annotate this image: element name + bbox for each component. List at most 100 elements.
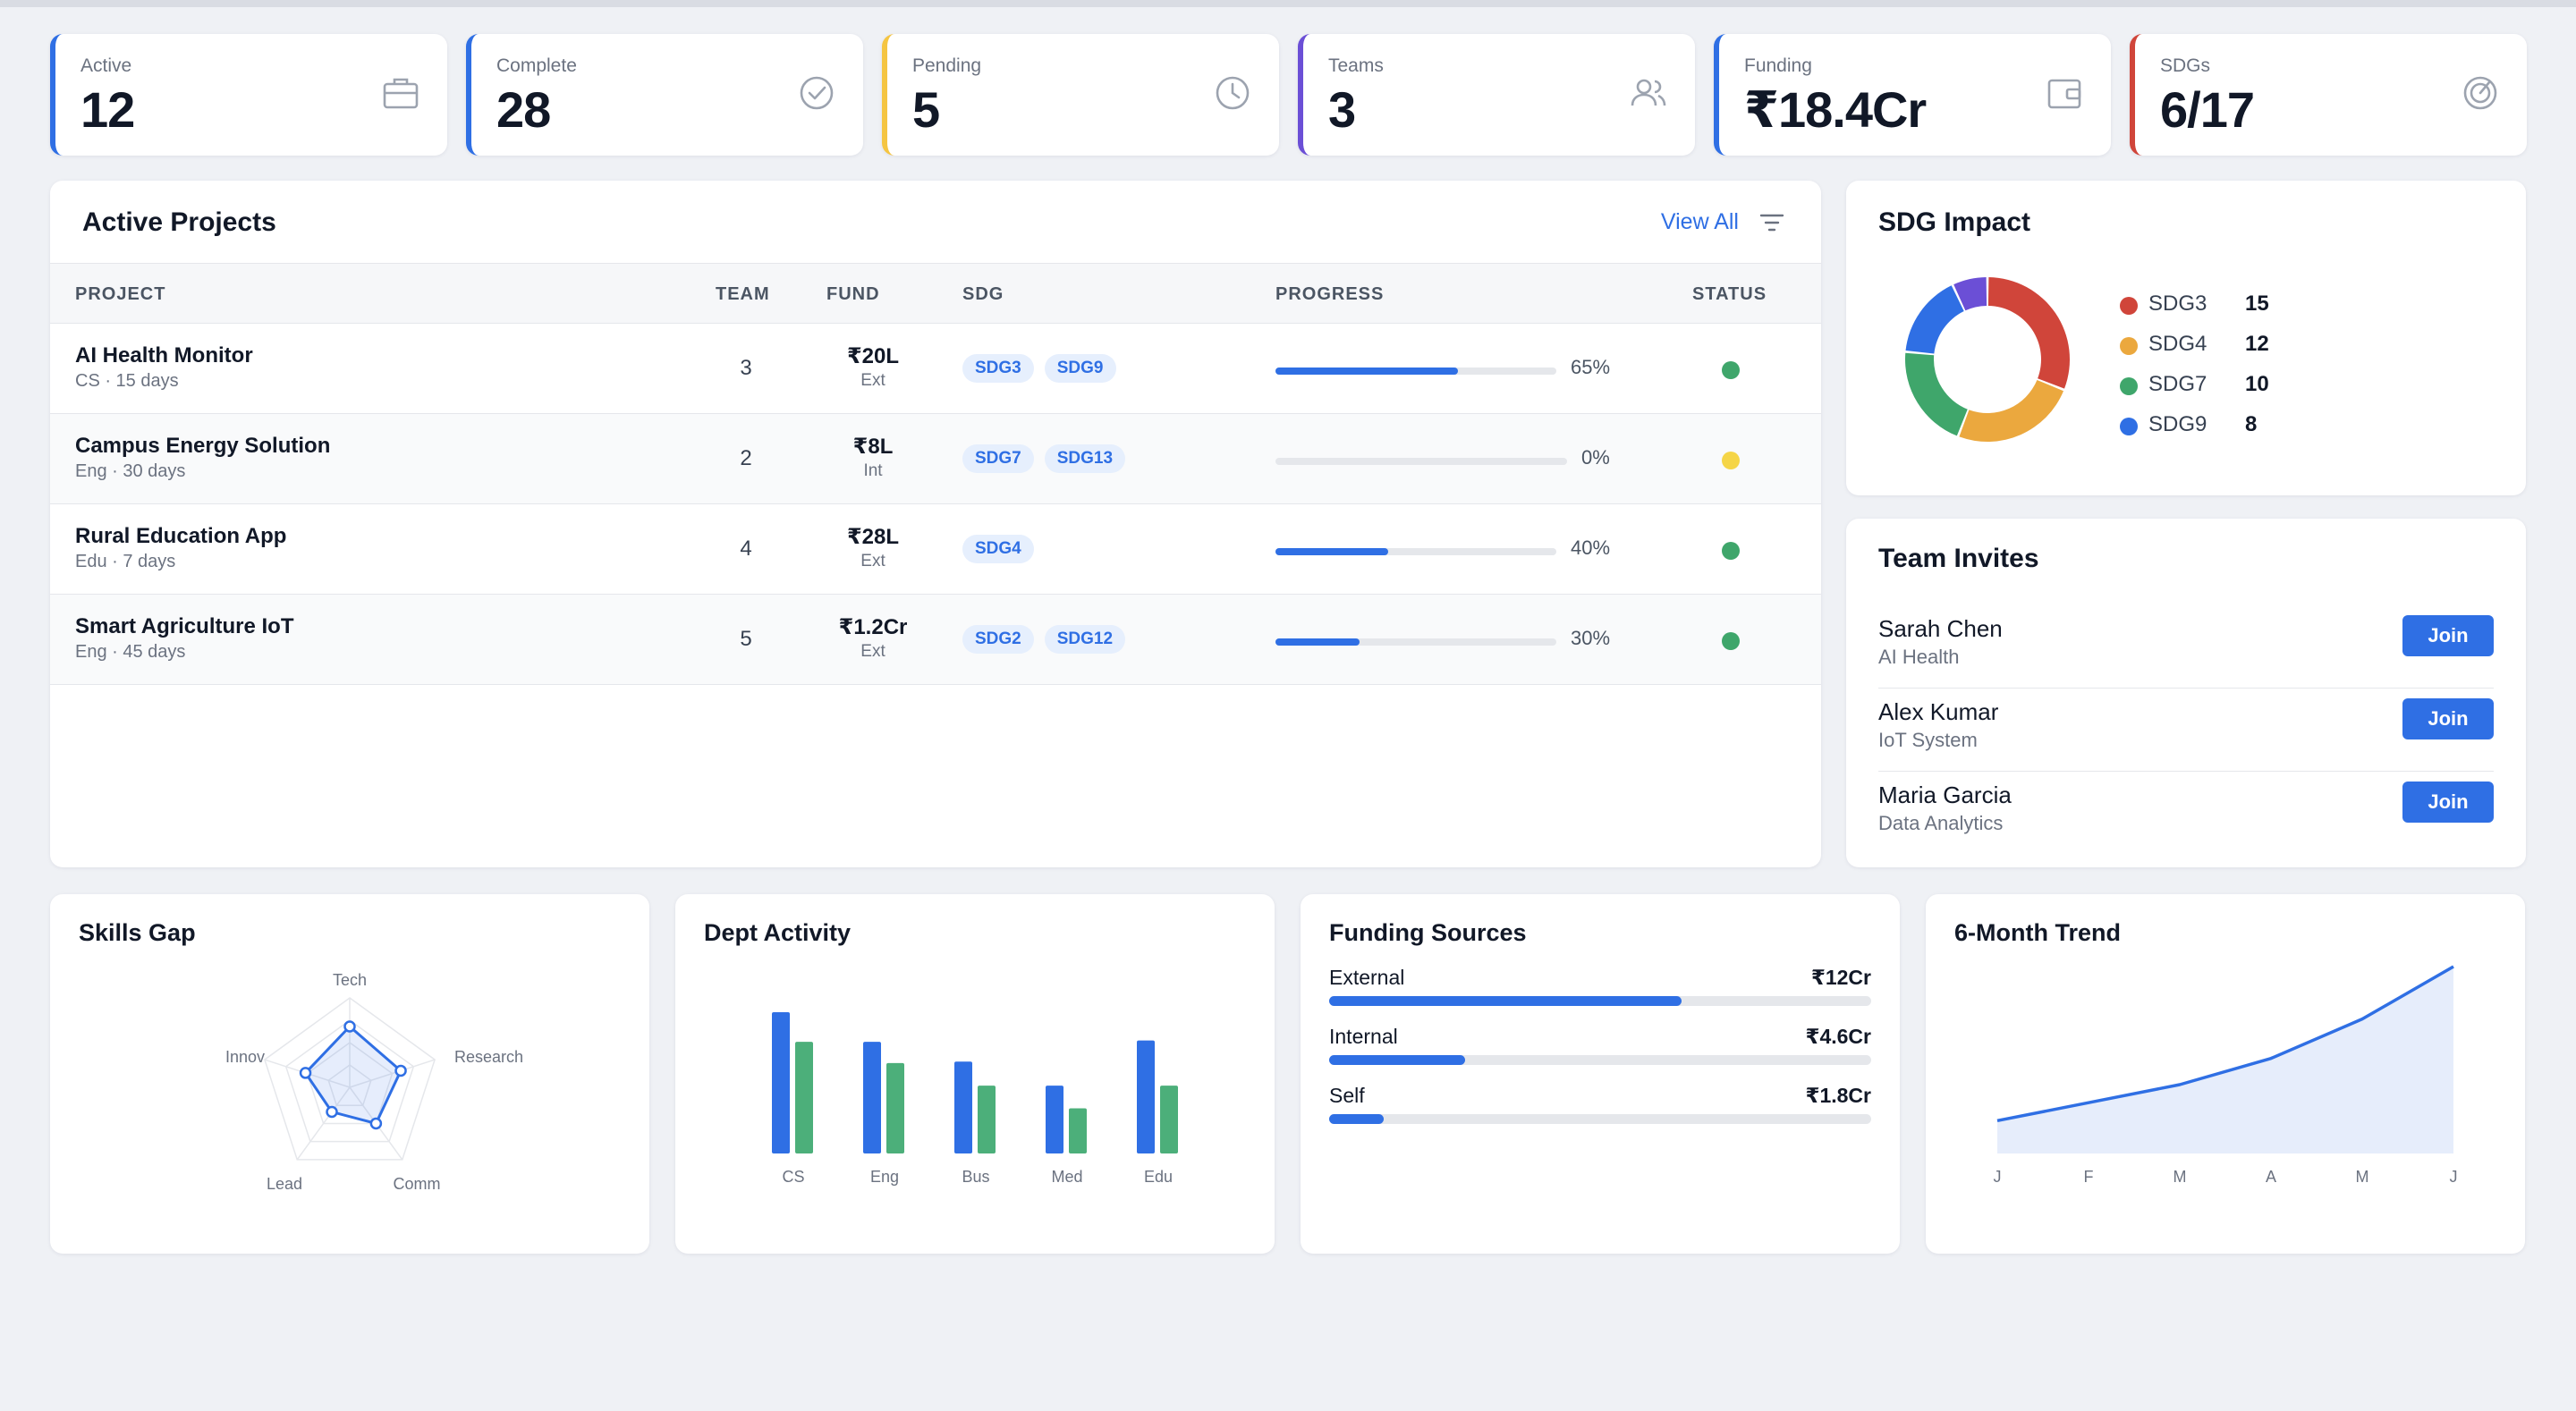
progress-bar	[1275, 458, 1567, 465]
skills-gap-card: Skills Gap Tech Research Comm Lead Innov	[50, 894, 649, 1254]
radar-grid	[284, 1019, 415, 1143]
sdg-tag[interactable]: SDG4	[962, 535, 1034, 563]
x-tick-label: M	[2174, 1168, 2187, 1186]
fund-amount: ₹8L	[852, 435, 894, 459]
table-row[interactable]: Smart Agriculture IoT Eng · 45 days 5 ₹1.2C…	[50, 595, 1821, 685]
table-row[interactable]: Rural Education App Edu · 7 days 4 ₹28L Ext S…	[50, 504, 1821, 595]
trend-title: 6-Month Trend	[1954, 919, 2121, 946]
x-tick-label: J	[1994, 1168, 2002, 1186]
radar-point[interactable]	[343, 1020, 356, 1033]
legend-item: SDG3 15	[2120, 288, 2299, 328]
radar-point[interactable]	[326, 1105, 338, 1119]
stat-card-active: Active 12	[50, 34, 447, 156]
stat-value: 28	[496, 81, 551, 138]
top-divider	[0, 0, 2576, 7]
sdg-legend: SDG3 15 SDG4 12 SDG7 10 SDG9 8	[2120, 288, 2299, 449]
progress-fill	[1275, 638, 1360, 646]
column-header-fund[interactable]: FUND	[826, 284, 880, 304]
x-tick-label: F	[2084, 1168, 2094, 1186]
join-button[interactable]: Join	[2402, 615, 2494, 656]
legend-label: SDG9	[2148, 412, 2207, 436]
radar-point[interactable]	[369, 1117, 383, 1130]
sdg-tag[interactable]: SDG7	[962, 444, 1034, 473]
bar[interactable]	[772, 1012, 790, 1153]
radar-axis-label: Lead	[267, 1175, 302, 1193]
radar-point[interactable]	[394, 1064, 407, 1077]
radar-grid	[264, 997, 436, 1161]
legend-item: SDG4 12	[2120, 328, 2299, 368]
funding-source-bar	[1329, 996, 1871, 1006]
column-header-progress[interactable]: PROGRESS	[1275, 284, 1385, 304]
table-row[interactable]: Campus Energy Solution Eng · 30 days 2 ₹8L I…	[50, 414, 1821, 504]
bar[interactable]	[886, 1062, 904, 1153]
project-name[interactable]: Rural Education App	[75, 524, 287, 548]
stat-value: 3	[1328, 81, 1356, 138]
sdg-tag[interactable]: SDG3	[962, 354, 1034, 383]
radar-point[interactable]	[299, 1067, 312, 1079]
legend-swatch	[2120, 377, 2138, 395]
bar[interactable]	[795, 1042, 813, 1153]
progress-bar	[1275, 548, 1556, 555]
join-button[interactable]: Join	[2402, 782, 2494, 823]
donut-slice[interactable]	[1905, 352, 1968, 436]
team-count: 4	[740, 537, 752, 561]
team-count: 3	[740, 356, 752, 380]
legend-label: SDG3	[2148, 291, 2207, 316]
bar[interactable]	[954, 1061, 972, 1153]
bar[interactable]	[1046, 1086, 1063, 1153]
sdg-tag[interactable]: SDG9	[1044, 354, 1116, 383]
sdg-tags: SDG7 SDG13	[962, 444, 1126, 473]
donut-slice[interactable]	[1987, 277, 2070, 389]
progress-percent: 65%	[1571, 356, 1611, 378]
invite-item: Alex Kumar IoT System Join	[1878, 689, 2494, 772]
team-invites-card: Team Invites Sarah Chen AI Health Join Alex…	[1846, 519, 2526, 867]
funding-source-item: Internal ₹4.6Cr	[1329, 1025, 1871, 1078]
stat-label: Teams	[1328, 55, 1384, 76]
view-all-link[interactable]: View All	[1660, 209, 1739, 234]
progress-percent: 0%	[1581, 446, 1610, 469]
column-header-sdg[interactable]: SDG	[962, 284, 1004, 304]
invite-name: Sarah Chen	[1878, 615, 2003, 642]
column-header-team[interactable]: TEAM	[716, 284, 770, 304]
funding-source-fill	[1329, 996, 1682, 1006]
bar[interactable]	[1160, 1086, 1178, 1153]
bar[interactable]	[978, 1086, 996, 1153]
users-icon	[1627, 72, 1670, 114]
funding-source-fill	[1329, 1055, 1465, 1065]
legend-swatch	[2120, 337, 2138, 355]
legend-swatch	[2120, 418, 2138, 435]
bar[interactable]	[1137, 1040, 1155, 1153]
target-icon	[2459, 72, 2502, 114]
sdg-tag[interactable]: SDG12	[1044, 625, 1126, 654]
funding-sources-title: Funding Sources	[1329, 919, 1527, 946]
stat-value: 6/17	[2160, 81, 2255, 138]
legend-value: 10	[2245, 372, 2269, 396]
funding-source-label: External	[1329, 966, 1405, 989]
legend-value: 8	[2245, 412, 2258, 436]
sdg-tags: SDG4	[962, 535, 1034, 563]
column-header-status[interactable]: STATUS	[1692, 284, 1767, 304]
donut-slice[interactable]	[1959, 379, 2064, 442]
radar-axis-label: Comm	[394, 1175, 441, 1193]
donut-slice[interactable]	[1953, 277, 1987, 311]
join-button[interactable]: Join	[2402, 698, 2494, 739]
project-name[interactable]: AI Health Monitor	[75, 343, 253, 368]
sdg-tag[interactable]: SDG13	[1044, 444, 1126, 473]
funding-source-fill	[1329, 1114, 1384, 1124]
fund-type: Ext	[860, 552, 886, 570]
filter-icon[interactable]	[1758, 209, 1785, 236]
project-name[interactable]: Campus Energy Solution	[75, 434, 331, 458]
donut-slice[interactable]	[1905, 285, 1964, 354]
status-dot	[1722, 452, 1740, 469]
progress-bar	[1275, 368, 1556, 375]
bar[interactable]	[863, 1042, 881, 1153]
project-name[interactable]: Smart Agriculture IoT	[75, 614, 294, 638]
radar-spoke	[349, 1059, 436, 1088]
project-meta: Eng · 30 days	[75, 461, 186, 481]
table-row[interactable]: AI Health Monitor CS · 15 days 3 ₹20L Ext SDG…	[50, 324, 1821, 414]
sdg-tag[interactable]: SDG2	[962, 625, 1034, 654]
invite-name: Maria Garcia	[1878, 782, 2012, 808]
bar[interactable]	[1069, 1108, 1087, 1153]
column-header-project[interactable]: PROJECT	[75, 284, 166, 304]
